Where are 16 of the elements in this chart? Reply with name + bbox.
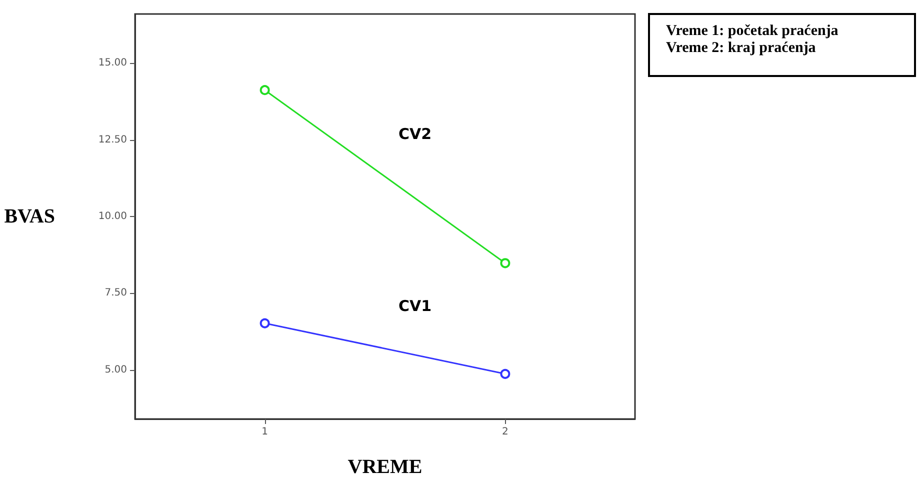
text: Vreme 1: početak praćenja Vreme 2: kraj praćenja xyxy=(648,13,916,77)
x-tick-label: 2 xyxy=(502,426,508,438)
y-tick-label: 15.00 xyxy=(98,58,127,69)
point xyxy=(500,368,510,379)
y-tick-label: 10.00 xyxy=(98,211,127,222)
point xyxy=(500,258,510,268)
x-tick-label: 1 xyxy=(262,426,268,438)
x-axis-title: VREME xyxy=(348,456,422,478)
point xyxy=(260,318,270,328)
y-axis-title: BVAS xyxy=(4,206,55,228)
text: CV1 xyxy=(398,297,432,316)
y-tick-label: 7.50 xyxy=(104,288,127,299)
text: CV2 xyxy=(398,125,432,144)
y-tick-label: 5.00 xyxy=(104,364,127,376)
point xyxy=(260,85,270,96)
y-tick-label: 12.50 xyxy=(98,134,127,146)
